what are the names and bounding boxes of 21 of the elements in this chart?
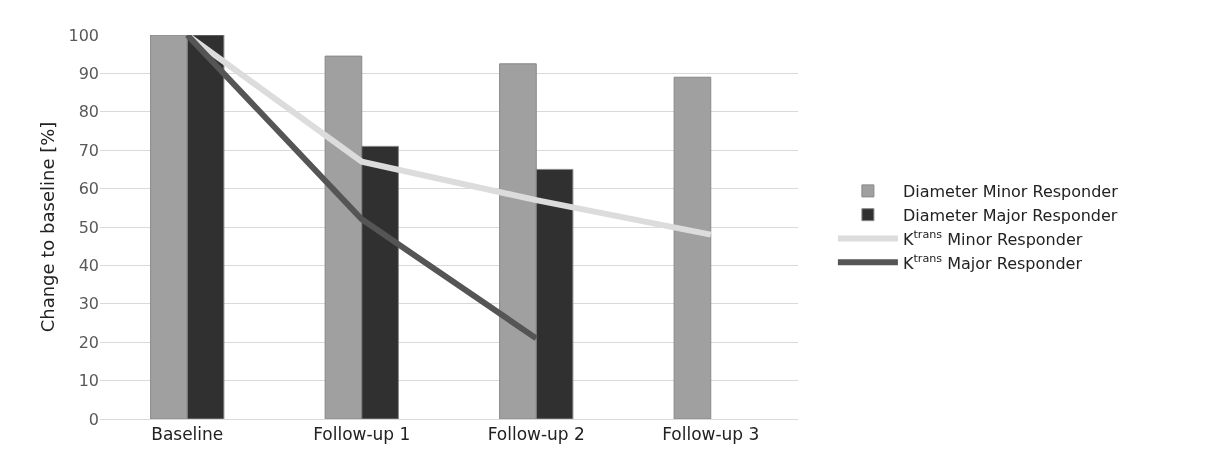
x-tick-label: Follow-up 1 (313, 424, 411, 445)
legend-label: Diameter Minor Responder (902, 182, 1119, 202)
y-tick-label: 0 (88, 409, 99, 429)
y-tick-label: 50 (78, 217, 99, 237)
y-tick-label: 70 (78, 140, 99, 160)
y-tick-label: 80 (78, 102, 99, 122)
y-tick-label: 100 (68, 25, 99, 45)
y-tick-label: 10 (78, 371, 99, 391)
y-axis-title: Change to baseline [%] (37, 121, 58, 333)
legend-label: Diameter Major Responder (902, 205, 1118, 225)
legend-label: K$^{trans}$ Minor Responder (902, 228, 1083, 249)
y-tick-label: 60 (78, 179, 99, 199)
x-tick-label: Baseline (151, 424, 224, 445)
y-tick-label: 20 (78, 332, 99, 352)
y-tick-label: 30 (78, 294, 99, 314)
bar (673, 76, 712, 419)
legend-label: K$^{trans}$ Major Responder (902, 251, 1083, 273)
y-tick-label: 40 (78, 256, 99, 275)
x-tick-label: Follow-up 2 (487, 424, 585, 445)
x-tick-label: Follow-up 3 (662, 424, 760, 445)
y-tick-label: 90 (78, 64, 99, 83)
